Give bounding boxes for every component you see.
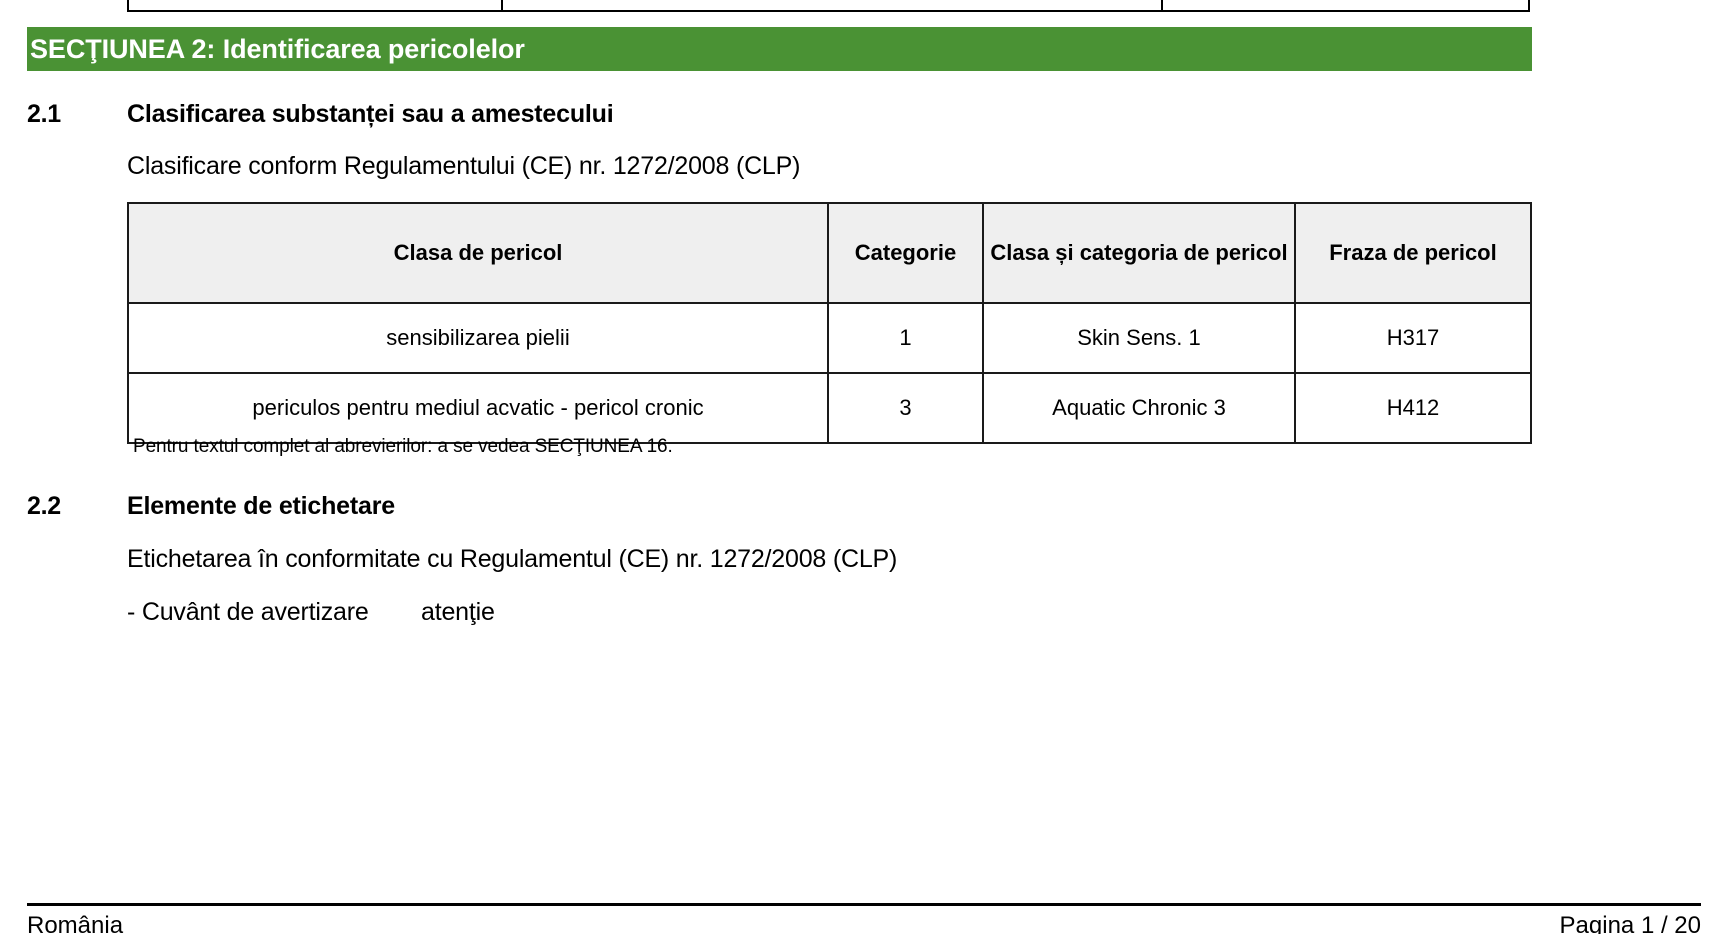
- column-header-category: Categorie: [827, 202, 984, 304]
- footer-country: România: [27, 912, 124, 934]
- table-header-row: Clasa de pericol Categorie Clasa și cate…: [127, 202, 1532, 304]
- labelling-intro-text: Etichetarea în conformitate cu Regulamen…: [127, 545, 898, 573]
- subsection-number-2-1: 2.1: [27, 100, 61, 128]
- subsection-heading-2-1: 2.1 Clasificarea substanței sau a ameste…: [27, 100, 614, 129]
- signal-word-label: - Cuvânt de avertizare: [127, 598, 369, 626]
- remnant-cell-2: [503, 0, 1163, 10]
- footer-divider: [27, 903, 1701, 906]
- page-footer: România Pagina 1 / 20: [27, 912, 1701, 934]
- remnant-cell-1: [129, 0, 503, 10]
- classification-table-head: Clasa de pericol Categorie Clasa și cate…: [127, 202, 1532, 304]
- abbreviations-footnote: Pentru textul complet al abrevierilor: a…: [133, 436, 673, 457]
- column-header-hazard-statement: Fraza de pericol: [1294, 202, 1532, 304]
- classification-intro-text: Clasificare conform Regulamentului (CE) …: [127, 152, 801, 180]
- previous-table-remnant: [127, 0, 1530, 12]
- section-banner-title: SECŢIUNEA 2: Identificarea pericolelor: [30, 33, 525, 64]
- table-row: periculos pentru mediul acvatic - perico…: [127, 372, 1532, 444]
- table-row: sensibilizarea pielii 1 Skin Sens. 1 H31…: [127, 302, 1532, 374]
- cell-hazard-class: sensibilizarea pielii: [127, 302, 829, 374]
- signal-word-block: - Cuvânt de avertizare atenţie: [127, 596, 495, 629]
- subsection-title-2-2: Elemente de etichetare: [127, 492, 395, 520]
- cell-category: 1: [827, 302, 984, 374]
- cell-class-and-category: Skin Sens. 1: [982, 302, 1296, 374]
- column-header-hazard-class: Clasa de pericol: [127, 202, 829, 304]
- subsection-number-2-2: 2.2: [27, 492, 61, 520]
- classification-table: Clasa de pericol Categorie Clasa și cate…: [127, 202, 1532, 444]
- cell-category: 3: [827, 372, 984, 444]
- cell-hazard-statement: H317: [1294, 302, 1532, 374]
- cell-hazard-statement: H412: [1294, 372, 1532, 444]
- remnant-cell-3: [1163, 0, 1528, 10]
- section-banner: SECŢIUNEA 2: Identificarea pericolelor: [27, 27, 1532, 71]
- footer-page-number: Pagina 1 / 20: [1559, 912, 1701, 934]
- subsection-heading-2-2: 2.2 Elemente de etichetare: [27, 492, 395, 521]
- cell-class-and-category: Aquatic Chronic 3: [982, 372, 1296, 444]
- subsection-title-2-1: Clasificarea substanței sau a amesteculu…: [127, 100, 614, 128]
- signal-word-value: atenţie: [421, 598, 495, 626]
- classification-table-body: sensibilizarea pielii 1 Skin Sens. 1 H31…: [127, 302, 1532, 444]
- cell-hazard-class: periculos pentru mediul acvatic - perico…: [127, 372, 829, 444]
- column-header-class-and-category: Clasa și categoria de pericol: [982, 202, 1296, 304]
